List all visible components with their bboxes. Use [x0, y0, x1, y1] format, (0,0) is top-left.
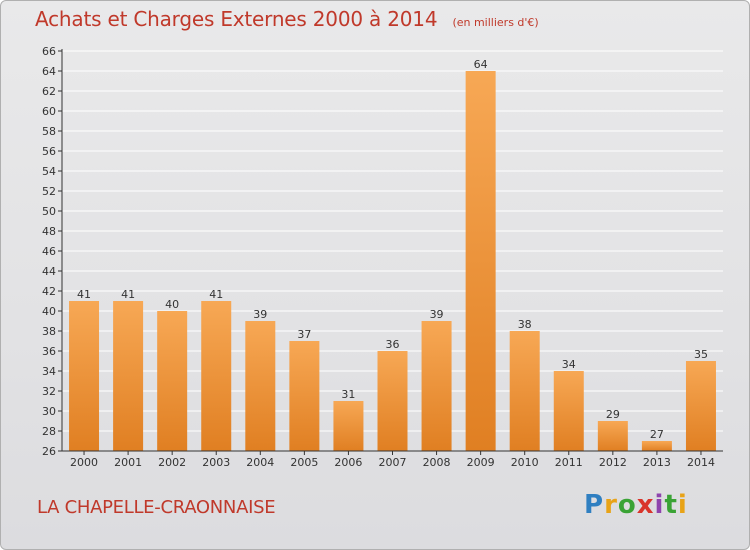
bar-2008 — [421, 321, 452, 451]
data-label: 27 — [650, 428, 664, 441]
y-tick-label: 30 — [42, 405, 56, 418]
x-tick-label: 2011 — [555, 456, 583, 469]
bar-2014 — [685, 361, 716, 451]
bar-2013 — [641, 441, 672, 451]
data-label: 64 — [474, 58, 488, 71]
bar-2011 — [553, 371, 584, 451]
bar-2005 — [289, 341, 320, 451]
bar-2000 — [69, 301, 100, 451]
x-tick-label: 2000 — [70, 456, 98, 469]
x-tick-label: 2008 — [423, 456, 451, 469]
y-tick-label: 32 — [42, 385, 56, 398]
bar-2006 — [333, 401, 364, 451]
y-tick-label: 36 — [42, 345, 56, 358]
data-label: 29 — [606, 408, 620, 421]
x-tick-label: 2005 — [290, 456, 318, 469]
bar-2012 — [597, 421, 628, 451]
data-label: 36 — [386, 338, 400, 351]
proxiti-logo[interactable]: Proxiti — [584, 490, 688, 520]
bar-2003 — [201, 301, 232, 451]
x-tick-label: 2004 — [246, 456, 274, 469]
data-label: 35 — [694, 348, 708, 361]
bar-2007 — [377, 351, 408, 451]
chart-title: Achats et Charges Externes 2000 à 2014 — [35, 7, 438, 31]
bar-2009 — [465, 71, 496, 451]
data-label: 39 — [430, 308, 444, 321]
y-tick-label: 54 — [42, 165, 56, 178]
y-tick-label: 34 — [42, 365, 56, 378]
y-tick-label: 62 — [42, 85, 56, 98]
data-label: 31 — [341, 388, 355, 401]
y-tick-label: 26 — [42, 445, 56, 458]
y-tick-label: 66 — [42, 45, 56, 58]
data-label: 38 — [518, 318, 532, 331]
y-tick-label: 48 — [42, 225, 56, 238]
bar-2004 — [245, 321, 276, 451]
y-tick-label: 44 — [42, 265, 56, 278]
bar-2001 — [113, 301, 144, 451]
data-label: 41 — [77, 288, 91, 301]
y-tick-label: 52 — [42, 185, 56, 198]
x-tick-label: 2013 — [643, 456, 671, 469]
bar-2002 — [157, 311, 188, 451]
x-tick-label: 2007 — [379, 456, 407, 469]
data-label: 40 — [165, 298, 179, 311]
bars — [69, 71, 716, 451]
axes — [58, 49, 723, 455]
x-tick-label: 2010 — [511, 456, 539, 469]
labels: 26 28 30 32 34 36 38 40 42 44 46 48 50 52 54 56 58 60 62 64… — [42, 45, 715, 469]
y-tick-label: 28 — [42, 425, 56, 438]
x-tick-label: 2012 — [599, 456, 627, 469]
data-label: 41 — [121, 288, 135, 301]
data-label: 39 — [253, 308, 267, 321]
y-tick-label: 64 — [42, 65, 56, 78]
y-tick-label: 60 — [42, 105, 56, 118]
commune-name: LA CHAPELLE-CRAONNAISE — [37, 497, 276, 518]
data-label: 34 — [562, 358, 576, 371]
x-tick-label: 2006 — [334, 456, 362, 469]
data-label: 41 — [209, 288, 223, 301]
x-tick-label: 2009 — [467, 456, 495, 469]
title-row: Achats et Charges Externes 2000 à 2014 (… — [35, 7, 539, 31]
y-tick-label: 50 — [42, 205, 56, 218]
y-tick-label: 38 — [42, 325, 56, 338]
y-tick-label: 56 — [42, 145, 56, 158]
y-tick-label: 58 — [42, 125, 56, 138]
x-tick-label: 2002 — [158, 456, 186, 469]
x-tick-label: 2014 — [687, 456, 715, 469]
x-tick-label: 2003 — [202, 456, 230, 469]
y-tick-label: 40 — [42, 305, 56, 318]
data-label: 37 — [297, 328, 311, 341]
y-tick-label: 46 — [42, 245, 56, 258]
bar-2010 — [509, 331, 540, 451]
chart-subtitle: (en milliers d'€) — [452, 16, 539, 29]
y-tick-label: 42 — [42, 285, 56, 298]
x-tick-label: 2001 — [114, 456, 142, 469]
